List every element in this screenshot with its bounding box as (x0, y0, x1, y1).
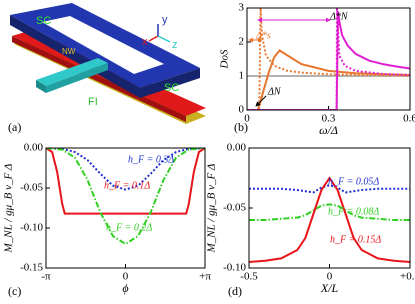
axis-label: x (142, 36, 148, 48)
axis-arrow (148, 35, 159, 42)
annotation: Δ*s (255, 30, 271, 41)
x-tick-label: 0.3 (322, 113, 336, 125)
y-tick-label: -0.15 (20, 262, 43, 274)
axes-frame (248, 147, 411, 269)
y-tick-label: -0.10 (223, 262, 246, 274)
series-label: h_F = 0.1Δ (104, 180, 150, 191)
y-tick-label: 0.00 (227, 142, 247, 154)
x-tick-label: -0.5 (240, 271, 258, 283)
label: SC (36, 15, 51, 27)
x-tick-label: -π (41, 271, 51, 283)
data-line (247, 49, 410, 110)
y-tick-label: -0.05 (223, 202, 246, 214)
plot-area (249, 176, 410, 263)
x-tick-label: 0 (244, 113, 250, 125)
x-tick-label: 0 (123, 271, 129, 283)
series-label: h_F = 0.2Δ (106, 222, 152, 233)
panel-label: (c) (8, 284, 21, 298)
data-line (247, 11, 410, 110)
fi-bar-side (36, 80, 46, 93)
y-tick-label: 3 (239, 2, 245, 14)
panel-label: (b) (234, 120, 248, 134)
x-tick-label: 0.6 (403, 113, 415, 125)
x-tick-label: 0 (327, 271, 333, 283)
axis-label: z (172, 39, 178, 51)
data-line (249, 184, 410, 194)
annotation-arrow (255, 95, 267, 107)
fi-bar-front (46, 63, 108, 93)
y-axis-label: M_NL / gμ_B v_F Δ (3, 164, 15, 254)
panel-label: (d) (228, 284, 242, 298)
label: NW (62, 47, 76, 56)
series-label: h_F = 0.05Δ (328, 176, 379, 187)
series-label: h_F = 0.15Δ (330, 234, 381, 245)
schematic: SC SC NW FI x y z (a) (8, 3, 206, 134)
y-tick-label: 1 (239, 70, 245, 82)
plot-area (46, 148, 205, 246)
y-tick-label: 0 (239, 104, 245, 116)
y-axis-label: DoS (219, 49, 231, 69)
y-tick-label: -0.10 (20, 222, 43, 234)
sc-frame (10, 3, 200, 88)
data-line (46, 148, 205, 191)
nanowire-side (12, 36, 186, 122)
annotation: ΔN (267, 86, 282, 97)
label: SC (164, 82, 179, 94)
data-line (249, 176, 410, 263)
x-tick-label: +0.5 (400, 271, 415, 283)
x-axis-label: ϕ (122, 281, 128, 295)
axes-frame (246, 7, 411, 111)
annotation: Δ*N (329, 11, 349, 22)
x-axis-label: X/L (320, 281, 339, 295)
label: FI (88, 96, 98, 108)
series-label: h_F = 0.08Δ (328, 206, 379, 217)
data-line (46, 148, 205, 215)
x-axis-label: ω/Δ (319, 123, 338, 137)
y-tick-label: -0.05 (20, 182, 43, 194)
x-tick-label: +π (199, 271, 211, 283)
axes-frame (45, 147, 206, 269)
fi-bar (36, 58, 108, 86)
axis-label: y (162, 14, 168, 26)
panel-label: (a) (8, 120, 21, 134)
y-tick-label: 2 (239, 36, 245, 48)
series-label: h_F = 0.3Δ (128, 154, 174, 165)
axis-arrow (157, 35, 171, 43)
data-line (249, 203, 410, 221)
y-axis-label: M_NL / gμ_B v_F Δ (206, 164, 218, 254)
y-tick-label: 0.00 (24, 142, 44, 154)
data-line (46, 148, 205, 246)
data-line (247, 8, 410, 110)
